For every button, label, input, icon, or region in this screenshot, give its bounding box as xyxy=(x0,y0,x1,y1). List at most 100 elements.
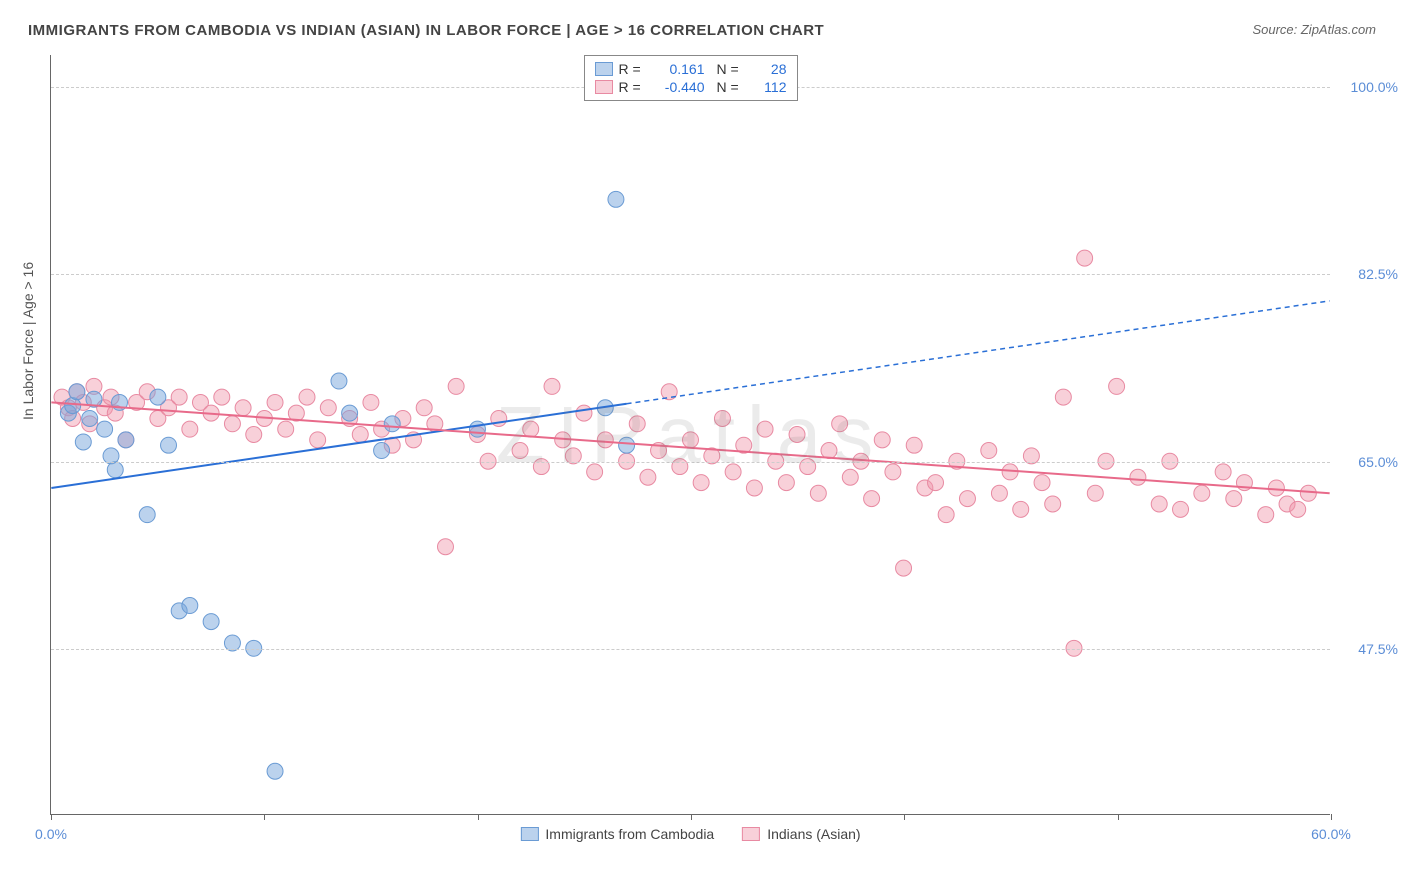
y-tick-label: 82.5% xyxy=(1338,266,1398,282)
scatter-point xyxy=(267,763,283,779)
scatter-point xyxy=(342,405,358,421)
scatter-point xyxy=(778,475,794,491)
x-tick xyxy=(478,814,479,820)
scatter-point xyxy=(1173,501,1189,517)
grid-line xyxy=(51,649,1330,650)
scatter-point xyxy=(608,191,624,207)
swatch-series-2 xyxy=(595,80,613,94)
scatter-point xyxy=(374,443,390,459)
x-tick xyxy=(904,814,905,820)
scatter-point xyxy=(331,373,347,389)
scatter-point xyxy=(69,384,85,400)
scatter-point xyxy=(1151,496,1167,512)
y-tick-label: 100.0% xyxy=(1338,79,1398,95)
scatter-point xyxy=(161,437,177,453)
scatter-point xyxy=(1300,485,1316,501)
source-label: Source: ZipAtlas.com xyxy=(1252,22,1376,37)
scatter-point xyxy=(587,464,603,480)
y-tick-label: 47.5% xyxy=(1338,641,1398,657)
scatter-point xyxy=(512,443,528,459)
scatter-point xyxy=(1194,485,1210,501)
scatter-point xyxy=(203,614,219,630)
legend-row-series-1: R = 0.161 N = 28 xyxy=(595,60,787,78)
scatter-point xyxy=(789,427,805,443)
scatter-point xyxy=(150,389,166,405)
x-tick xyxy=(264,814,265,820)
scatter-point xyxy=(864,491,880,507)
y-axis-label: In Labor Force | Age > 16 xyxy=(20,262,36,420)
scatter-point xyxy=(235,400,251,416)
swatch-bottom-2 xyxy=(742,827,760,841)
chart-title: IMMIGRANTS FROM CAMBODIA VS INDIAN (ASIA… xyxy=(28,22,824,39)
scatter-point xyxy=(1077,250,1093,266)
scatter-point xyxy=(384,416,400,432)
x-tick-label: 60.0% xyxy=(1311,826,1351,842)
x-tick xyxy=(1118,814,1119,820)
scatter-point xyxy=(438,539,454,555)
legend-item-1: Immigrants from Cambodia xyxy=(520,826,714,842)
scatter-point xyxy=(182,598,198,614)
scatter-point xyxy=(1087,485,1103,501)
scatter-point xyxy=(299,389,315,405)
scatter-point xyxy=(448,378,464,394)
scatter-point xyxy=(576,405,592,421)
scatter-point xyxy=(714,410,730,426)
scatter-point xyxy=(810,485,826,501)
scatter-point xyxy=(885,464,901,480)
scatter-point xyxy=(1013,501,1029,517)
scatter-point xyxy=(1034,475,1050,491)
scatter-point xyxy=(118,432,134,448)
swatch-bottom-1 xyxy=(520,827,538,841)
scatter-point xyxy=(139,507,155,523)
scatter-point xyxy=(981,443,997,459)
scatter-point xyxy=(1226,491,1242,507)
scatter-point xyxy=(693,475,709,491)
scatter-point xyxy=(182,421,198,437)
scatter-point xyxy=(842,469,858,485)
scatter-point xyxy=(267,394,283,410)
trend-line xyxy=(51,402,1329,493)
legend-label-2: Indians (Asian) xyxy=(767,826,860,842)
trend-line xyxy=(51,404,626,488)
scatter-point xyxy=(416,400,432,416)
legend-row-series-2: R = -0.440 N = 112 xyxy=(595,78,787,96)
scatter-point xyxy=(597,432,613,448)
legend-item-2: Indians (Asian) xyxy=(742,826,860,842)
r-value-2: -0.440 xyxy=(653,79,705,95)
scatter-point xyxy=(629,416,645,432)
scatter-point xyxy=(352,427,368,443)
scatter-point xyxy=(1268,480,1284,496)
n-label: N = xyxy=(717,79,745,95)
grid-line xyxy=(51,274,1330,275)
scatter-point xyxy=(544,378,560,394)
scatter-point xyxy=(683,432,699,448)
scatter-point xyxy=(725,464,741,480)
scatter-point xyxy=(1130,469,1146,485)
scatter-point xyxy=(97,421,113,437)
y-tick-label: 65.0% xyxy=(1338,454,1398,470)
scatter-point xyxy=(224,416,240,432)
scatter-point xyxy=(523,421,539,437)
scatter-point xyxy=(619,437,635,453)
n-value-2: 112 xyxy=(751,79,787,95)
scatter-point xyxy=(959,491,975,507)
scatter-point xyxy=(1215,464,1231,480)
scatter-point xyxy=(832,416,848,432)
x-tick xyxy=(1331,814,1332,820)
r-label: R = xyxy=(619,79,647,95)
x-tick xyxy=(51,814,52,820)
scatter-point xyxy=(214,389,230,405)
scatter-point xyxy=(75,434,91,450)
x-tick xyxy=(691,814,692,820)
scatter-point xyxy=(246,427,262,443)
trend-line-extension xyxy=(627,301,1330,404)
n-label: N = xyxy=(717,61,745,77)
scatter-point xyxy=(278,421,294,437)
scatter-point xyxy=(938,507,954,523)
scatter-point xyxy=(310,432,326,448)
scatter-point xyxy=(757,421,773,437)
series-legend: Immigrants from Cambodia Indians (Asian) xyxy=(520,826,860,842)
scatter-point xyxy=(874,432,890,448)
scatter-point xyxy=(1290,501,1306,517)
scatter-point xyxy=(928,475,944,491)
